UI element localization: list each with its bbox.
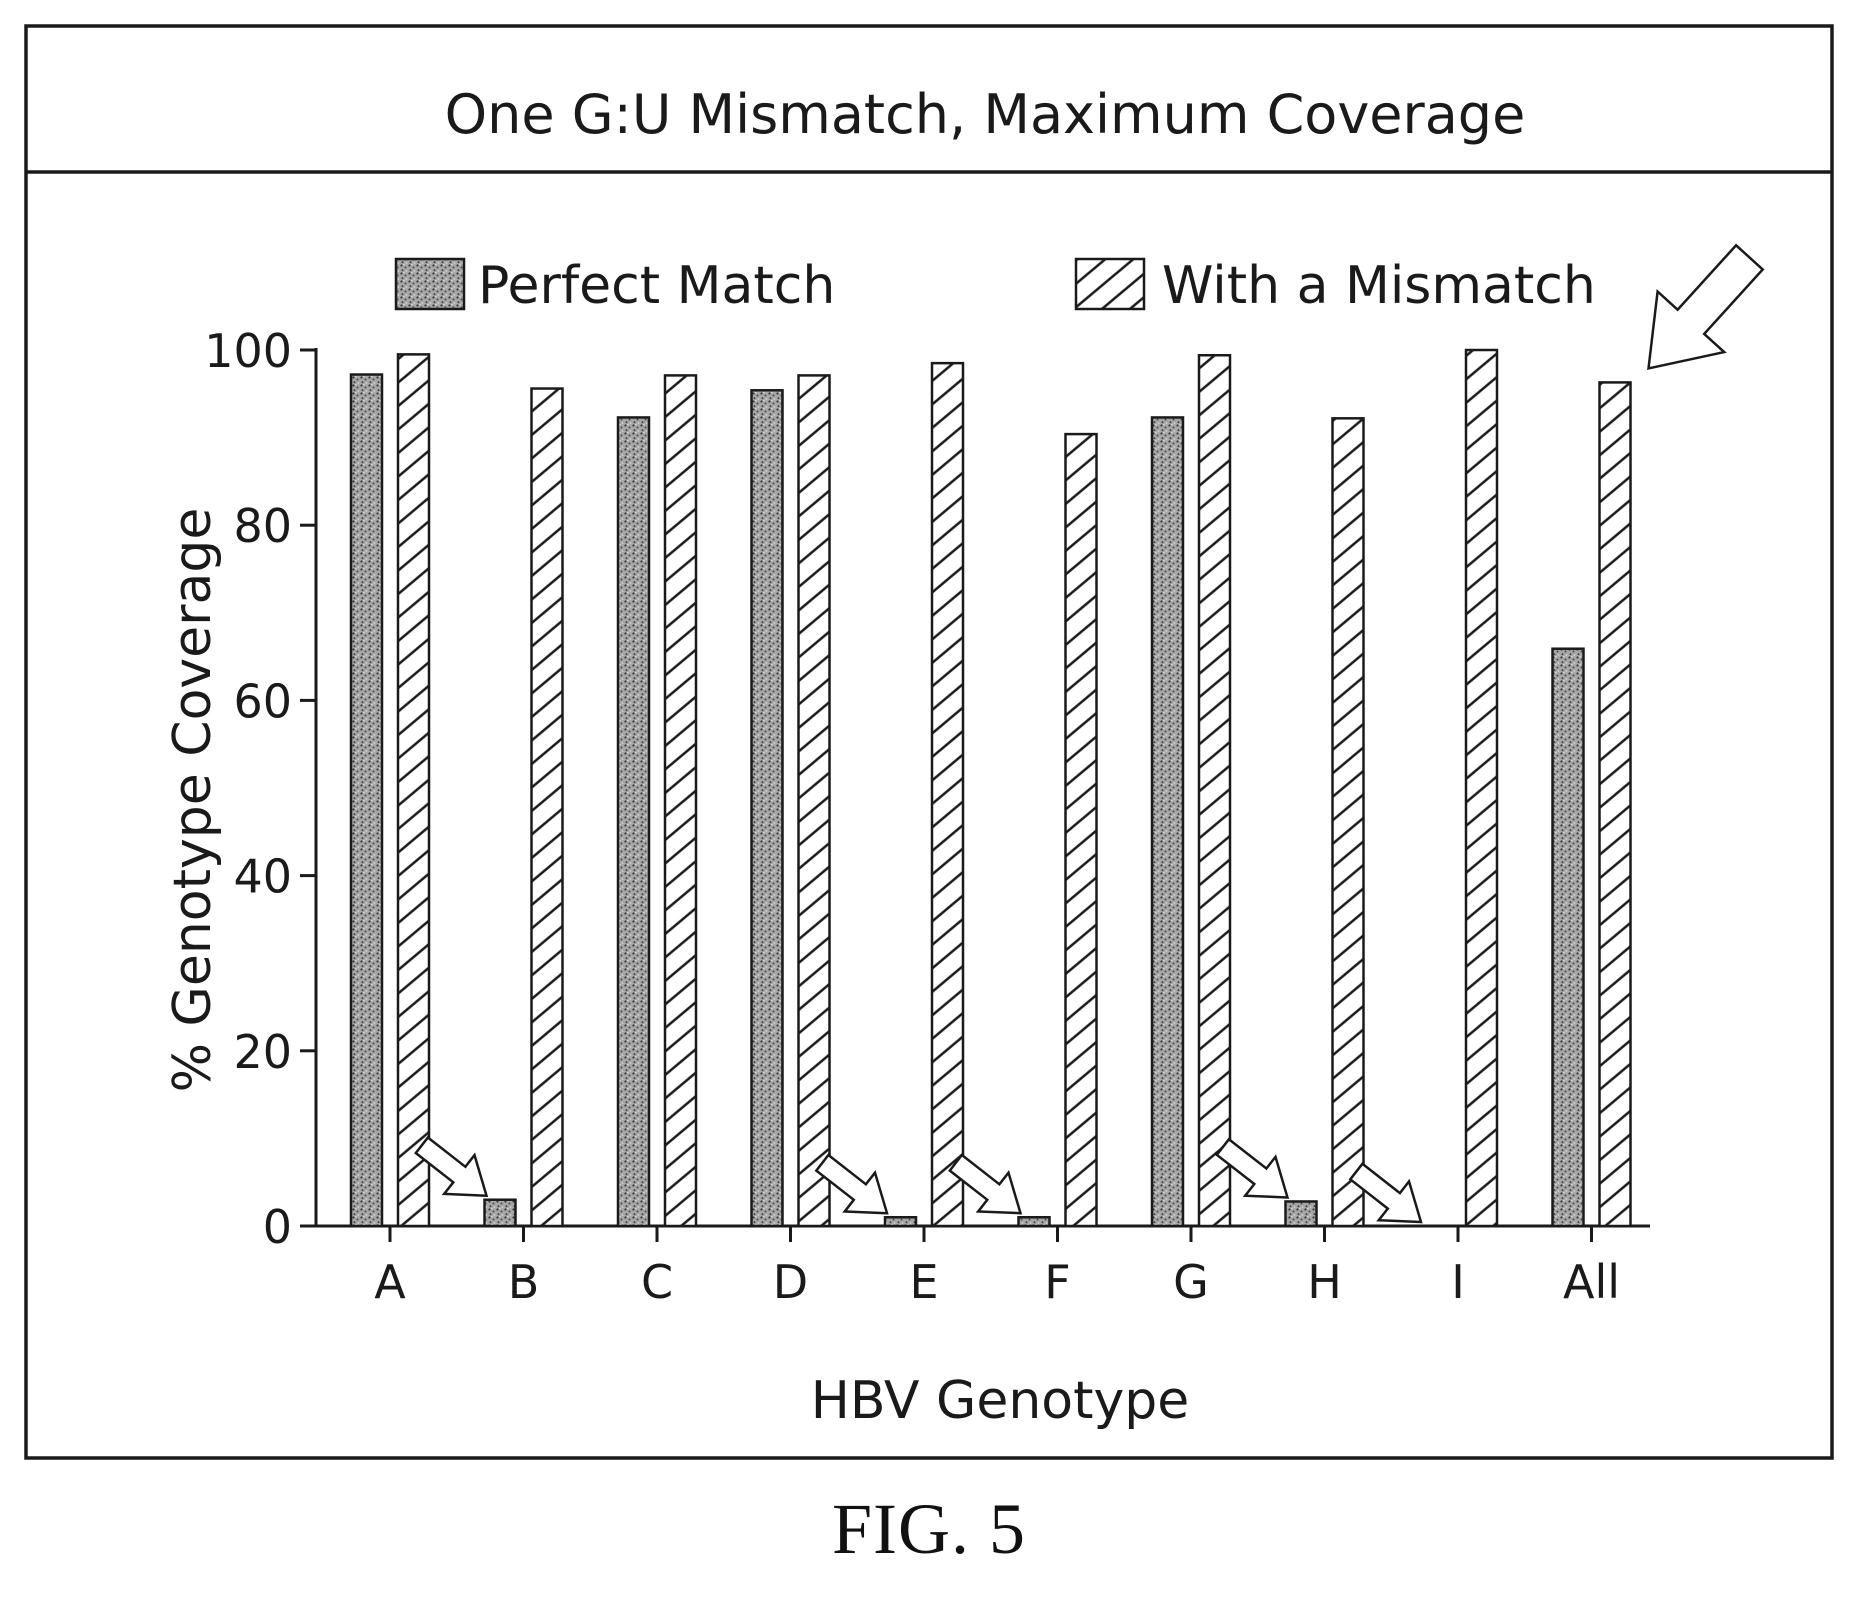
chart-title: One G:U Mismatch, Maximum Coverage: [445, 83, 1526, 146]
x-tick-label: H: [1307, 1255, 1342, 1309]
x-tick-label: D: [773, 1255, 808, 1309]
y-axis-title: % Genotype Coverage: [163, 508, 223, 1093]
y-tick-label: 40: [233, 850, 292, 904]
x-tick-label: E: [909, 1255, 938, 1309]
x-axis-title: HBV Genotype: [811, 1371, 1190, 1431]
x-tick-label: A: [374, 1255, 406, 1309]
bar-perfect-match-all: [1551, 647, 1585, 1228]
x-tick-label: I: [1451, 1255, 1465, 1309]
legend-label-with-a-mismatch: With a Mismatch: [1162, 256, 1596, 316]
figure-caption: FIG. 5: [831, 1489, 1026, 1569]
bar-perfect-match-e: [883, 1215, 918, 1228]
x-tick-label: C: [641, 1255, 673, 1309]
arrow-annotation-e: [814, 1153, 889, 1215]
arrow-annotation-all: [1647, 243, 1765, 370]
bar-with-a-mismatch-e: [930, 361, 965, 1228]
arrow-annotation-h: [1215, 1137, 1290, 1199]
y-tick-label: 80: [233, 499, 292, 553]
x-tick-label: G: [1173, 1255, 1209, 1309]
bar-with-a-mismatch-all: [1598, 381, 1632, 1228]
bar-perfect-match-c: [616, 416, 651, 1228]
arrow-annotation-i: [1348, 1162, 1423, 1224]
x-tick-label: All: [1563, 1255, 1620, 1309]
bar-with-a-mismatch-c: [663, 374, 698, 1228]
arrow-annotation-f: [948, 1153, 1023, 1215]
plot-area: 0 20 40 60 80 100 A B C D E F G H I All: [204, 243, 1765, 1309]
legend: Perfect Match With a Mismatch: [394, 256, 1596, 316]
bar-with-a-mismatch-f: [1064, 432, 1098, 1228]
y-tick-label: 0: [263, 1200, 292, 1254]
legend-label-perfect-match: Perfect Match: [478, 256, 835, 316]
y-tick-label: 60: [233, 674, 292, 728]
bar-perfect-match-f: [1017, 1215, 1051, 1228]
bar-with-a-mismatch-d: [797, 374, 831, 1228]
bar-perfect-match-a: [349, 373, 384, 1228]
x-tick-label: F: [1044, 1255, 1070, 1309]
y-tick-label: 100: [204, 324, 292, 378]
bar-perfect-match-b: [483, 1198, 517, 1228]
bar-perfect-match-h: [1284, 1200, 1318, 1228]
figure-frame-border: [24, 24, 1834, 1460]
bar-with-a-mismatch-b: [530, 387, 564, 1228]
arrow-annotation-b: [414, 1135, 489, 1198]
bar-with-a-mismatch-i: [1464, 348, 1499, 1228]
bar-perfect-match-d: [750, 389, 784, 1228]
legend-swatch-perfect-match: [394, 257, 466, 311]
y-tick-label: 20: [233, 1025, 292, 1079]
bar-with-a-mismatch-h: [1331, 417, 1365, 1228]
bar-with-a-mismatch-g: [1197, 354, 1232, 1228]
bar-with-a-mismatch-a: [396, 353, 431, 1228]
bar-perfect-match-g: [1150, 416, 1185, 1228]
legend-swatch-with-a-mismatch: [1074, 257, 1146, 311]
x-tick-label: B: [508, 1255, 540, 1309]
